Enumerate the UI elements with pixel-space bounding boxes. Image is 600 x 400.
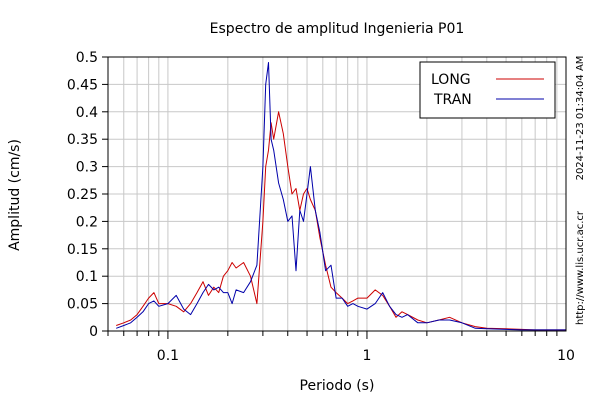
y-tick-label: 0.05 (67, 297, 98, 313)
series-layer (116, 62, 566, 331)
y-tick-label: 0.35 (67, 132, 98, 148)
axes: 0 0.05 0.1 0.15 0.2 0.25 0.3 0.35 0.4 0.45 0.5 0.1 1… (67, 50, 575, 364)
y-axis-label: Amplitud (cm/s) (7, 139, 23, 251)
y-tick-label: 0.1 (76, 269, 98, 285)
y-tick-label: 0.5 (76, 50, 98, 66)
y-tick-label: 0.3 (76, 160, 98, 176)
y-tick-label: 0.25 (67, 187, 98, 203)
y-tick-label: 0.2 (76, 214, 98, 230)
legend-box (419, 61, 556, 119)
legend-label-long: LONG (431, 72, 471, 88)
x-axis-label: Periodo (s) (300, 378, 375, 394)
chart-title: Espectro de amplitud Ingenieria P01 (210, 21, 465, 37)
source-url-side-text: http://www.lis.ucr.ac.cr (575, 210, 586, 325)
series-line-long (116, 111, 566, 331)
x-tick-label: 1 (362, 348, 371, 364)
chart-grid (107, 56, 566, 332)
series-line-tran (116, 62, 566, 331)
x-tick-label: 0.1 (157, 348, 179, 364)
timestamp-side-text: 2024-11-23 01:34:04 AM (575, 56, 586, 181)
x-tick-label: 10 (557, 348, 575, 364)
y-tick-label: 0 (89, 324, 98, 340)
y-tick-label: 0.4 (76, 105, 98, 121)
y-tick-label: 0.15 (67, 242, 98, 258)
y-tick-label: 0.45 (67, 77, 98, 93)
legend: LONG TRAN (419, 61, 556, 119)
legend-label-tran: TRAN (433, 92, 472, 108)
